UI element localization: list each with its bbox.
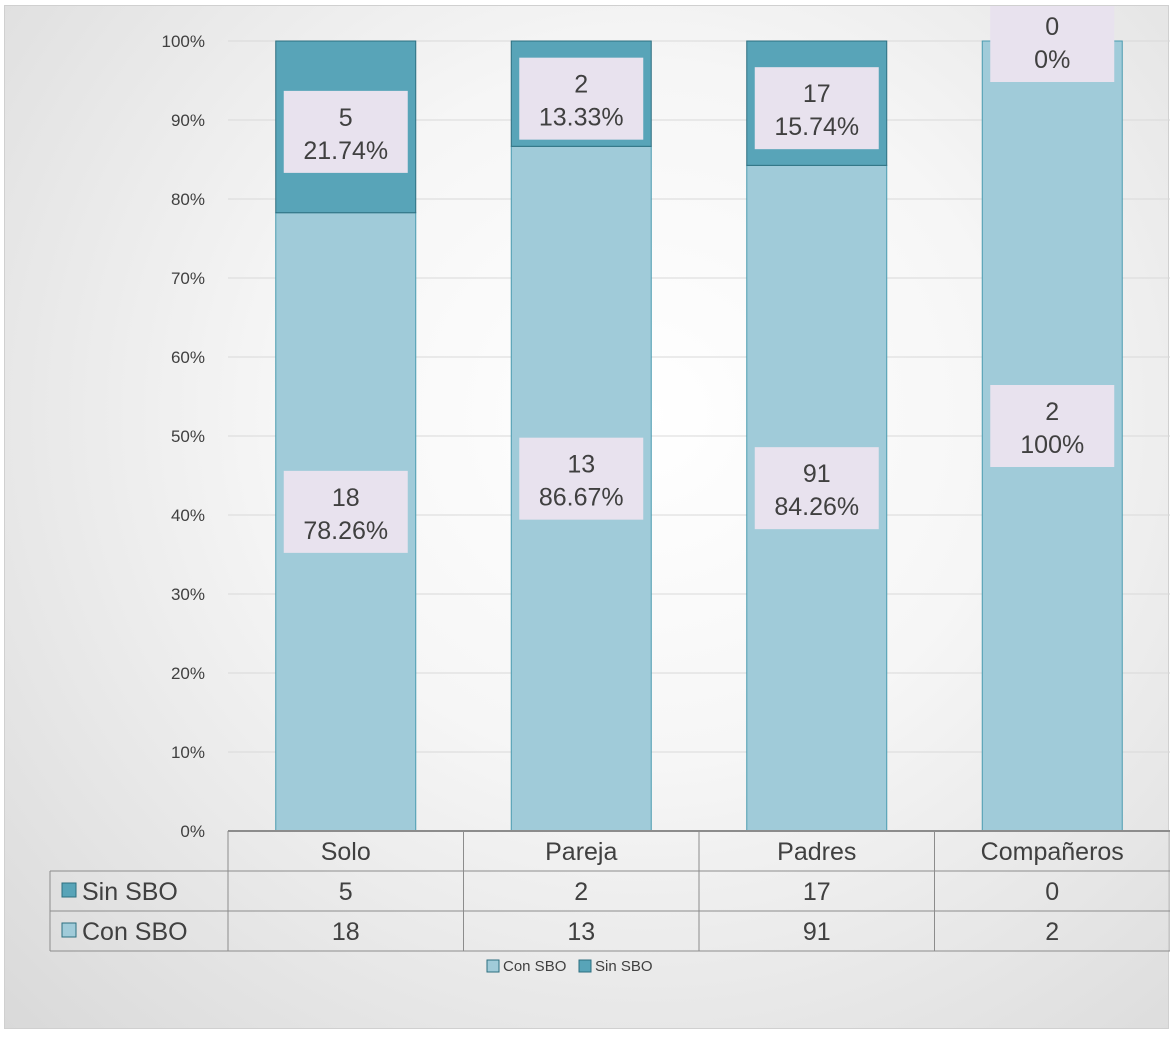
data-label-percent: 86.67% bbox=[539, 484, 624, 512]
chart-container: 0% 10% 20% 30% 40% 50% 60% 70% 80% 90% 100% 18 78.26… bbox=[4, 5, 1170, 1029]
y-tick-label: 80% bbox=[171, 190, 205, 209]
y-tick-label: 100% bbox=[162, 32, 205, 51]
table-series-key bbox=[61, 882, 77, 898]
table-cell: 91 bbox=[803, 918, 831, 946]
data-label-percent: 84.26% bbox=[774, 493, 859, 521]
data-label-percent: 15.74% bbox=[774, 113, 859, 141]
data-label-value: 13 bbox=[567, 451, 595, 479]
x-category-label: Compañeros bbox=[981, 838, 1124, 866]
data-label-percent: 13.33% bbox=[539, 104, 624, 132]
data-label-box bbox=[990, 6, 1115, 82]
y-tick-label: 90% bbox=[171, 111, 205, 130]
data-label-box bbox=[990, 385, 1115, 467]
legend-swatch bbox=[486, 959, 500, 973]
stacked-percent-bar-chart: 0%10%20%30%40%50%60%70%80%90%100%1878.26… bbox=[49, 6, 1170, 975]
table-series-key bbox=[61, 922, 77, 938]
y-tick-label: 20% bbox=[171, 664, 205, 683]
data-label-box bbox=[519, 57, 644, 140]
data-label-box bbox=[754, 67, 879, 150]
table-cell: 2 bbox=[1045, 918, 1059, 946]
table-cell: 18 bbox=[332, 918, 360, 946]
y-tick-label: 30% bbox=[171, 585, 205, 604]
data-label-value: 0 bbox=[1045, 13, 1059, 41]
y-tick-label: 50% bbox=[171, 427, 205, 446]
table-cell: 13 bbox=[567, 918, 595, 946]
y-tick-label: 70% bbox=[171, 269, 205, 288]
table-cell: 0 bbox=[1045, 878, 1059, 906]
legend-swatch bbox=[578, 959, 592, 973]
data-label-value: 5 bbox=[339, 104, 353, 132]
data-label-value: 18 bbox=[332, 484, 360, 512]
y-tick-label: 10% bbox=[171, 743, 205, 762]
data-label-box bbox=[283, 90, 408, 173]
y-tick-label: 40% bbox=[171, 506, 205, 525]
x-category-label: Padres bbox=[777, 838, 856, 866]
table-cell: 5 bbox=[339, 878, 353, 906]
data-label-value: 2 bbox=[1045, 398, 1059, 426]
data-label-percent: 0% bbox=[1034, 46, 1070, 74]
legend-label: Con SBO bbox=[503, 958, 566, 975]
y-tick-label: 0% bbox=[180, 822, 205, 841]
data-label-percent: 78.26% bbox=[303, 517, 388, 545]
x-category-label: Pareja bbox=[545, 838, 617, 866]
table-cell: 17 bbox=[803, 878, 831, 906]
y-tick-label: 60% bbox=[171, 348, 205, 367]
x-category-label: Solo bbox=[321, 838, 371, 866]
data-label-box bbox=[519, 437, 644, 520]
data-label-box bbox=[754, 447, 879, 530]
data-label-percent: 21.74% bbox=[303, 137, 388, 165]
data-label-box bbox=[283, 470, 408, 553]
data-label-percent: 100% bbox=[1020, 431, 1084, 459]
table-cell: 2 bbox=[574, 878, 588, 906]
legend-label: Sin SBO bbox=[595, 958, 653, 975]
data-label-value: 91 bbox=[803, 460, 831, 488]
data-label-value: 2 bbox=[574, 71, 588, 99]
data-label-value: 17 bbox=[803, 80, 831, 108]
table-series-label: Sin SBO bbox=[82, 878, 178, 906]
table-series-label: Con SBO bbox=[82, 918, 188, 946]
